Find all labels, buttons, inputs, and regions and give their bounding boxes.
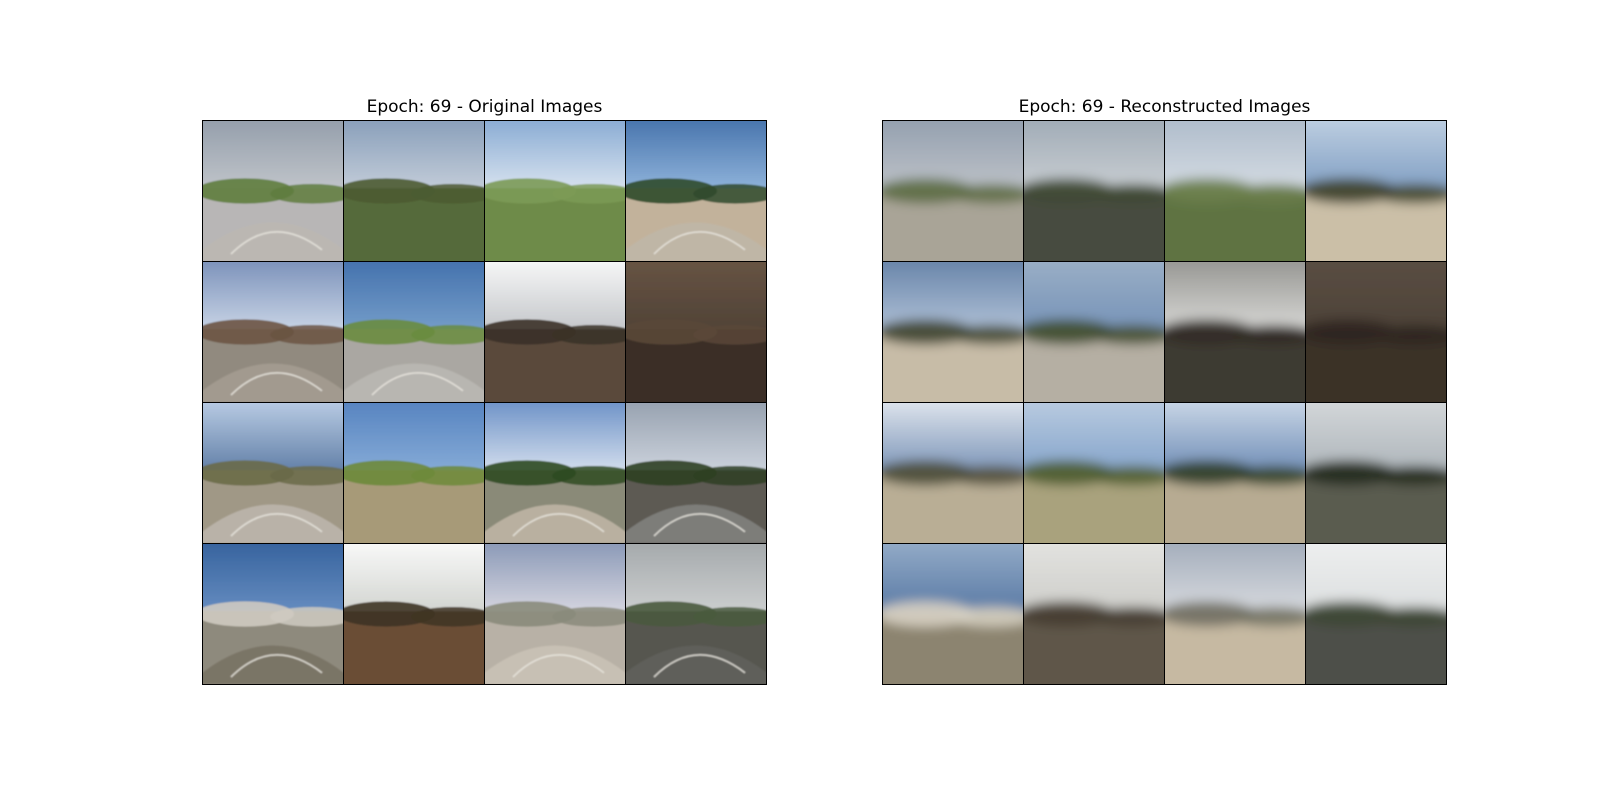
original-image-tile [203,403,343,543]
original-image-tile [203,544,343,684]
reconstructed-image-tile [1024,121,1164,261]
reconstructed-image-tile [1024,262,1164,402]
original-image-tile [344,403,484,543]
original-image-tile [344,121,484,261]
reconstructed-image-tile [1306,262,1446,402]
original-image-tile [626,403,766,543]
original-images-grid [202,120,767,685]
original-image-tile [626,544,766,684]
reconstructed-image-tile [1165,121,1305,261]
reconstructed-images-title: Epoch: 69 - Reconstructed Images [1018,97,1311,117]
original-image-tile [203,121,343,261]
reconstructed-image-tile [883,262,1023,402]
reconstructed-images-panel: Epoch: 69 - Reconstructed Images [882,96,1447,685]
reconstructed-image-tile [1024,403,1164,543]
reconstructed-image-tile [1306,121,1446,261]
reconstructed-image-tile [883,403,1023,543]
original-image-tile [485,544,625,684]
original-image-tile [203,262,343,402]
reconstructed-image-tile [1165,544,1305,684]
original-image-tile [344,544,484,684]
reconstructed-image-tile [883,544,1023,684]
original-image-tile [626,121,766,261]
reconstructed-image-tile [1165,403,1305,543]
original-images-title: Epoch: 69 - Original Images [366,97,603,117]
reconstructed-image-tile [1165,262,1305,402]
original-image-tile [485,121,625,261]
reconstructed-image-tile [883,121,1023,261]
reconstructed-image-tile [1024,544,1164,684]
original-image-tile [344,262,484,402]
original-images-panel: Epoch: 69 - Original Images [202,96,767,685]
reconstructed-image-tile [1306,403,1446,543]
original-image-tile [626,262,766,402]
original-image-tile [485,262,625,402]
reconstructed-images-grid [882,120,1447,685]
original-image-tile [485,403,625,543]
reconstructed-image-tile [1306,544,1446,684]
